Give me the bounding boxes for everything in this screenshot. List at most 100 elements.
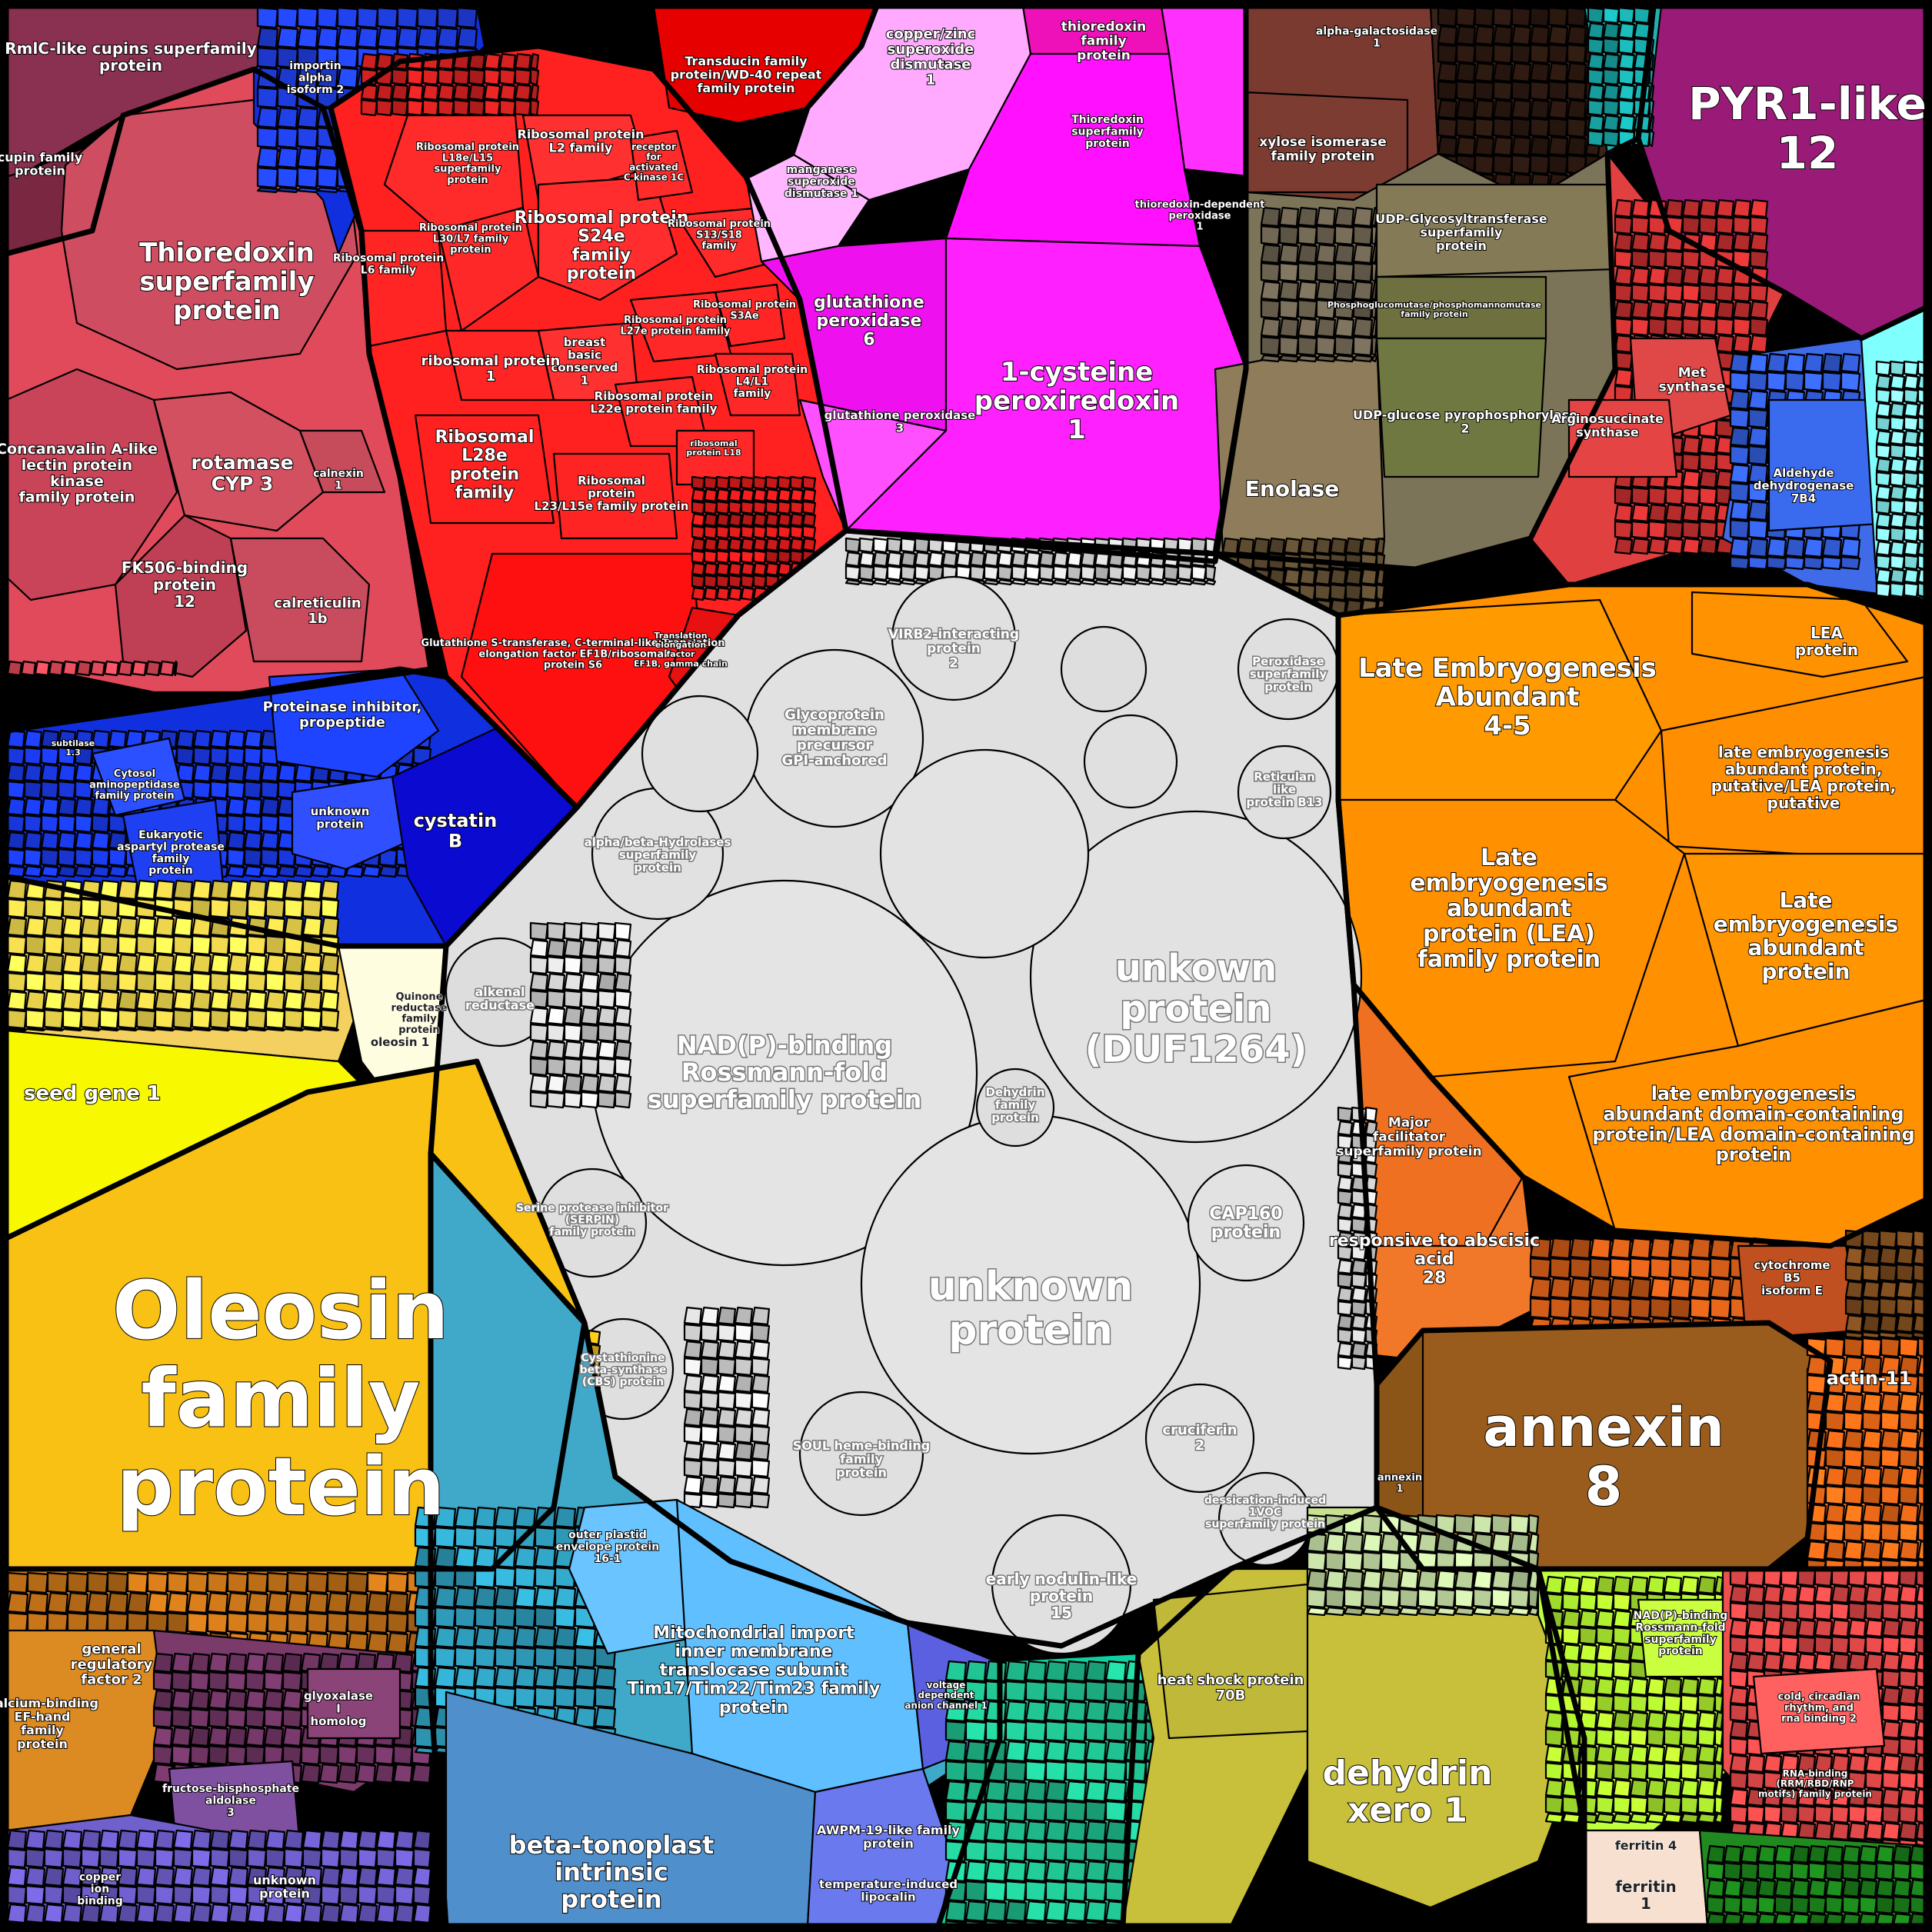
grey-subcell bbox=[563, 972, 583, 992]
yellow-subcell bbox=[301, 1027, 323, 1032]
label-ferritin4: ferritin 4 bbox=[1615, 1838, 1677, 1853]
grey-bottom-subcell bbox=[734, 1407, 754, 1427]
salmon-subcell bbox=[1729, 1703, 1749, 1723]
aldehyde-subcell bbox=[1803, 537, 1824, 558]
teal-subcell bbox=[1602, 83, 1621, 102]
orange-bottom-subcell bbox=[66, 1591, 89, 1614]
thioredoxin-subcell bbox=[48, 660, 65, 677]
orange-right-subcell bbox=[1824, 1466, 1846, 1487]
dark-subcell bbox=[1474, 6, 1495, 28]
yellow-subcell bbox=[98, 953, 120, 974]
lime-subcell bbox=[1561, 1795, 1581, 1815]
green-pale-subcell bbox=[1398, 1587, 1420, 1609]
green-pale-subcell bbox=[1527, 1606, 1540, 1617]
orange-bottom-subcell bbox=[26, 1571, 49, 1594]
ribo-l6-cell bbox=[360, 229, 448, 348]
olive-subcell bbox=[1297, 335, 1318, 357]
blue-top-subcell bbox=[456, 6, 478, 29]
blue-top-subcell bbox=[256, 86, 279, 109]
salmon-subcell bbox=[1763, 1652, 1783, 1672]
blue-top-subcell bbox=[416, 26, 439, 49]
yellow-subcell bbox=[301, 1008, 323, 1030]
ribosomal-subcell bbox=[514, 68, 532, 86]
grey-bottom-subcell bbox=[700, 1306, 720, 1326]
orange-right-subcell bbox=[1843, 1484, 1864, 1506]
dark-subcell bbox=[1547, 117, 1569, 138]
yellow-subcell bbox=[80, 1008, 102, 1030]
yellow-subcell bbox=[25, 1027, 46, 1032]
yellow-subcell bbox=[283, 898, 305, 919]
cyan-subcell bbox=[1889, 485, 1906, 501]
lime-subcell bbox=[1629, 1710, 1649, 1730]
yellow-subcell bbox=[246, 990, 268, 1011]
label-lea-domain: late embryogenesis abundant domain-contai… bbox=[1592, 1083, 1914, 1165]
blue-subcell bbox=[91, 831, 111, 851]
grey-right-subcell bbox=[1364, 1148, 1378, 1164]
copper-subcell bbox=[117, 1866, 138, 1887]
aldehyde-subcell bbox=[1729, 537, 1750, 558]
label-calreticulin: calreticulin 1b bbox=[274, 595, 361, 627]
ribosomal-sub2-cell bbox=[789, 488, 804, 503]
green-subcell bbox=[1841, 1895, 1861, 1915]
label-mn-sod: manganese superoxide dismutase 1 bbox=[784, 164, 858, 200]
grey-subcell bbox=[597, 1057, 617, 1077]
blue-subcell bbox=[74, 814, 94, 834]
green-pale-subcell bbox=[1361, 1532, 1383, 1554]
dark-subcell bbox=[1492, 154, 1514, 175]
dark-olive-subcell bbox=[1375, 583, 1386, 601]
label-annexin1: annexin 1 bbox=[1377, 1472, 1422, 1494]
blue-top-subcell bbox=[296, 166, 319, 189]
red-right-subcell bbox=[1698, 215, 1718, 235]
grey-strip-subcell bbox=[1066, 551, 1083, 568]
dark-subcell bbox=[1511, 43, 1532, 65]
mito-subcell bbox=[434, 1606, 457, 1629]
ribosomal-subcell bbox=[391, 98, 409, 117]
dark-subcell bbox=[1455, 6, 1477, 28]
blue-subcell bbox=[40, 729, 60, 749]
grey-strip-subcell bbox=[858, 537, 875, 554]
blue-top-subcell bbox=[456, 26, 478, 49]
olive-subcell bbox=[1371, 261, 1378, 283]
salmon-subcell bbox=[1864, 1635, 1884, 1655]
ribosomal-subcell bbox=[514, 52, 532, 71]
grey-strip-subcell bbox=[1080, 551, 1097, 568]
grey-bottom-subcell bbox=[734, 1357, 754, 1377]
teal-green-subcell bbox=[1084, 1860, 1108, 1883]
purple-mid-subcell bbox=[337, 1744, 358, 1766]
dark-olive-subcell bbox=[1375, 568, 1386, 586]
green-pale-subcell bbox=[1417, 1569, 1438, 1591]
red-right-subcell bbox=[1732, 334, 1752, 354]
grey-subcell bbox=[597, 972, 617, 992]
label-cruciferin: cruciferin 2 bbox=[1162, 1422, 1237, 1454]
orange-subcell bbox=[1589, 1297, 1612, 1320]
orange-bottom-subcell bbox=[26, 1591, 49, 1614]
teal-subcell bbox=[1587, 52, 1605, 71]
red-right-subcell bbox=[1698, 317, 1718, 337]
ribosomal-subcell bbox=[452, 98, 471, 117]
thioredoxin-subcell bbox=[6, 660, 23, 677]
blue-subcell bbox=[74, 797, 94, 817]
grey-bottom-subcell bbox=[683, 1441, 703, 1461]
yellow-subcell bbox=[80, 898, 102, 919]
salmon-subcell bbox=[1729, 1584, 1749, 1604]
brown-subcell bbox=[1895, 1314, 1915, 1334]
yellow-subcell bbox=[98, 971, 120, 993]
grey-subcell bbox=[563, 1074, 583, 1094]
blue-subcell bbox=[57, 814, 77, 834]
yellow-subcell bbox=[154, 990, 175, 1011]
blue-top-subcell bbox=[396, 6, 419, 29]
orange-subcell bbox=[1629, 1277, 1652, 1300]
grey-bottom-subcell bbox=[700, 1441, 720, 1461]
grey-subcell bbox=[563, 1040, 583, 1060]
label-eukaryotic-asp: Eukaryotic aspartyl protease family protein bbox=[117, 829, 225, 877]
red-right-subcell bbox=[1664, 537, 1684, 555]
ribosomal-subcell bbox=[360, 98, 378, 117]
red-right-subcell bbox=[1698, 486, 1718, 506]
cyan-subcell bbox=[1903, 443, 1920, 460]
dark-subcell bbox=[1566, 43, 1587, 65]
salmon-subcell bbox=[1780, 1618, 1800, 1638]
salmon-subcell bbox=[1881, 1787, 1901, 1807]
cyan-subcell bbox=[1889, 360, 1906, 377]
teal-green-subcell bbox=[944, 1760, 968, 1783]
lime-subcell bbox=[1612, 1626, 1632, 1646]
